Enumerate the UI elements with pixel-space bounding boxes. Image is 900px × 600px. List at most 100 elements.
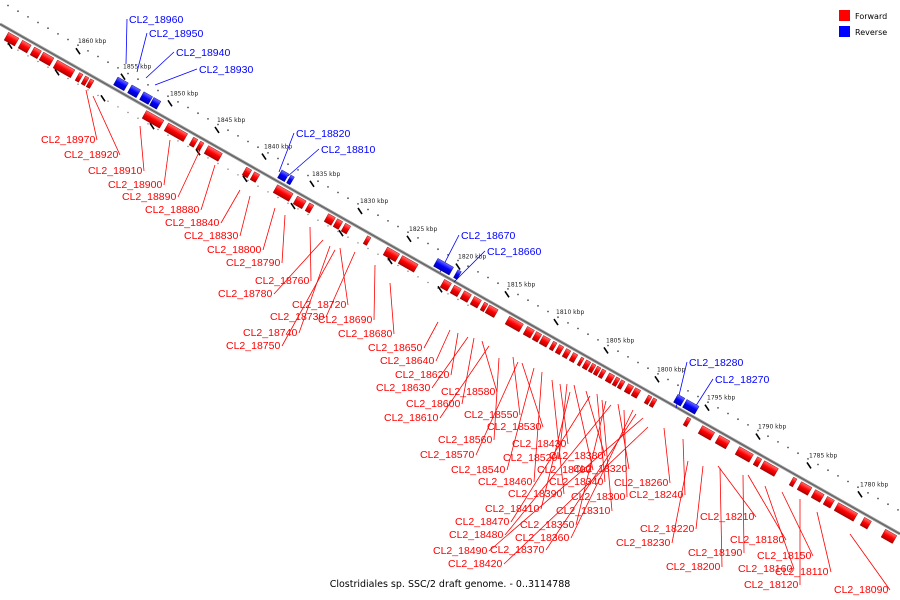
forward-gene[interactable] <box>17 39 32 54</box>
forward-gene-label[interactable]: CL2_18600 <box>406 398 460 410</box>
reverse-gene[interactable] <box>127 84 141 98</box>
reverse-gene-label[interactable]: CL2_18820 <box>296 128 350 140</box>
reverse-gene-label[interactable]: CL2_18670 <box>461 230 515 242</box>
forward-gene[interactable] <box>362 235 372 246</box>
forward-gene-label[interactable]: CL2_18560 <box>438 434 492 446</box>
forward-gene[interactable] <box>479 301 489 313</box>
forward-gene-label[interactable]: CL2_18160 <box>738 563 792 575</box>
reverse-gene-label[interactable]: CL2_18930 <box>199 64 253 76</box>
forward-gene[interactable] <box>29 46 42 60</box>
forward-gene[interactable] <box>459 290 472 303</box>
forward-gene[interactable] <box>484 304 499 318</box>
forward-gene[interactable] <box>249 171 261 183</box>
reverse-gene[interactable] <box>286 174 295 186</box>
forward-gene[interactable] <box>80 75 90 86</box>
forward-gene[interactable] <box>292 195 307 210</box>
reverse-gene-label[interactable]: CL2_18280 <box>689 357 743 369</box>
forward-gene-label[interactable]: CL2_18490 <box>433 545 487 557</box>
forward-gene-label[interactable]: CL2_18260 <box>614 477 668 489</box>
forward-gene[interactable] <box>833 502 858 522</box>
forward-gene[interactable] <box>880 528 898 544</box>
forward-gene-label[interactable]: CL2_18650 <box>368 342 422 354</box>
forward-gene-label[interactable]: CL2_18880 <box>145 204 199 216</box>
forward-gene-label[interactable]: CL2_18400 <box>537 464 591 476</box>
forward-gene-label[interactable]: CL2_18900 <box>108 179 162 191</box>
forward-gene[interactable] <box>340 222 352 235</box>
forward-gene[interactable] <box>630 387 642 399</box>
forward-gene[interactable] <box>382 246 400 263</box>
forward-gene-label[interactable]: CL2_18570 <box>420 449 474 461</box>
forward-gene[interactable] <box>439 279 452 292</box>
forward-gene-label[interactable]: CL2_18480 <box>449 529 503 541</box>
reverse-gene[interactable] <box>149 97 162 110</box>
forward-gene[interactable] <box>3 32 20 47</box>
forward-gene-label[interactable]: CL2_18690 <box>318 314 372 326</box>
forward-gene-label[interactable]: CL2_18800 <box>207 244 261 256</box>
forward-gene-label[interactable]: CL2_18730 <box>270 311 324 323</box>
forward-gene-label[interactable]: CL2_18610 <box>384 412 438 424</box>
forward-gene[interactable] <box>469 296 482 309</box>
forward-gene-label[interactable]: CL2_18370 <box>490 544 544 556</box>
forward-gene-label[interactable]: CL2_18360 <box>515 532 569 544</box>
forward-gene[interactable] <box>616 379 626 390</box>
forward-gene-label[interactable]: CL2_18200 <box>666 561 720 573</box>
forward-gene[interactable] <box>796 481 813 496</box>
forward-gene-label[interactable]: CL2_18190 <box>688 547 742 559</box>
forward-gene-label[interactable]: CL2_18090 <box>834 584 888 596</box>
forward-gene-label[interactable]: CL2_18320 <box>573 463 627 475</box>
forward-gene-label[interactable]: CL2_18830 <box>184 230 238 242</box>
reverse-gene-label[interactable]: CL2_18270 <box>715 374 769 386</box>
forward-gene[interactable] <box>323 213 336 226</box>
forward-gene-label[interactable]: CL2_18460 <box>478 476 532 488</box>
reverse-gene[interactable] <box>139 91 153 105</box>
forward-gene[interactable] <box>195 140 205 152</box>
forward-gene[interactable] <box>643 394 653 406</box>
forward-gene[interactable] <box>788 476 798 488</box>
forward-gene-label[interactable]: CL2_18790 <box>226 257 280 269</box>
forward-gene[interactable] <box>74 72 84 83</box>
forward-gene[interactable] <box>697 425 715 441</box>
forward-gene[interactable] <box>597 368 607 379</box>
forward-gene[interactable] <box>548 340 558 352</box>
reverse-gene[interactable] <box>277 169 290 183</box>
reverse-gene[interactable] <box>453 269 462 280</box>
forward-gene-label[interactable]: CL2_18540 <box>451 464 505 476</box>
reverse-gene-label[interactable]: CL2_18940 <box>176 47 230 59</box>
forward-gene-label[interactable]: CL2_18300 <box>571 491 625 503</box>
forward-gene-label[interactable]: CL2_18340 <box>549 476 603 488</box>
forward-gene[interactable] <box>810 489 825 503</box>
forward-gene-label[interactable]: CL2_18430 <box>512 438 566 450</box>
forward-gene[interactable] <box>592 365 602 377</box>
reverse-gene-label[interactable]: CL2_18810 <box>321 144 375 156</box>
forward-gene[interactable] <box>397 255 419 273</box>
forward-gene[interactable] <box>623 383 635 395</box>
forward-gene[interactable] <box>163 122 188 142</box>
forward-gene[interactable] <box>648 397 658 408</box>
forward-gene[interactable] <box>141 110 165 129</box>
forward-gene[interactable] <box>85 78 95 89</box>
forward-gene-label[interactable]: CL2_18910 <box>88 165 142 177</box>
forward-gene-label[interactable]: CL2_18920 <box>64 149 118 161</box>
forward-gene[interactable] <box>682 416 692 428</box>
forward-gene[interactable] <box>581 359 592 371</box>
forward-gene[interactable] <box>822 496 835 509</box>
forward-gene-label[interactable]: CL2_18230 <box>616 537 670 549</box>
forward-gene[interactable] <box>504 315 524 333</box>
forward-gene[interactable] <box>561 348 572 360</box>
forward-gene-label[interactable]: CL2_18720 <box>292 299 346 311</box>
forward-gene-label[interactable]: CL2_18350 <box>520 519 574 531</box>
forward-gene-label[interactable]: CL2_18740 <box>243 327 297 339</box>
forward-gene-label[interactable]: CL2_18410 <box>485 503 539 515</box>
forward-gene-label[interactable]: CL2_18470 <box>455 516 509 528</box>
forward-gene[interactable] <box>522 326 535 339</box>
forward-gene[interactable] <box>734 446 754 463</box>
forward-gene-label[interactable]: CL2_18750 <box>226 340 280 352</box>
reverse-gene-label[interactable]: CL2_18950 <box>149 28 203 40</box>
forward-gene-label[interactable]: CL2_18310 <box>556 505 610 517</box>
forward-gene-label[interactable]: CL2_18240 <box>629 489 683 501</box>
forward-gene[interactable] <box>568 352 579 364</box>
reverse-gene[interactable] <box>682 399 700 415</box>
forward-gene[interactable] <box>576 356 585 367</box>
forward-gene[interactable] <box>272 184 294 202</box>
forward-gene[interactable] <box>759 460 779 477</box>
